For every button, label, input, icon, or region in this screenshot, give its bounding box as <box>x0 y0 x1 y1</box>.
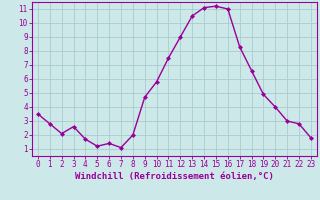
X-axis label: Windchill (Refroidissement éolien,°C): Windchill (Refroidissement éolien,°C) <box>75 172 274 181</box>
